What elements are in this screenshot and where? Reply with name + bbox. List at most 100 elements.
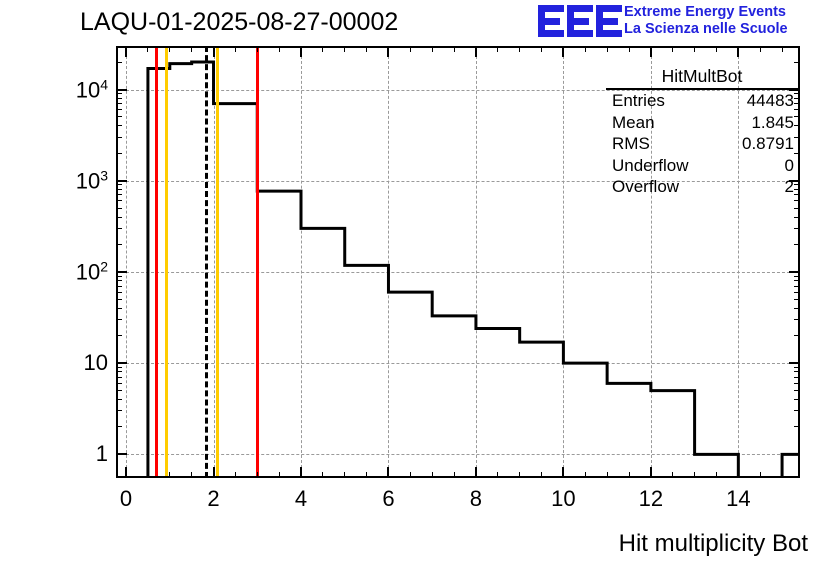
y-axis-tick-label: 103 — [75, 167, 108, 194]
y-axis-tick — [794, 410, 800, 412]
y-axis-tick — [116, 275, 122, 277]
x-axis-tick — [431, 46, 433, 52]
x-axis-tick — [562, 46, 565, 57]
x-axis-tick — [125, 467, 128, 478]
y-axis-tick — [116, 426, 122, 428]
y-axis-tick — [116, 152, 122, 154]
y-axis-tick — [794, 216, 800, 218]
x-axis-tick — [366, 46, 368, 52]
stats-row: Mean 1.845 — [606, 112, 798, 134]
gridline-vertical — [213, 46, 215, 478]
y-axis-tick — [116, 376, 122, 378]
x-axis-tick — [322, 472, 324, 478]
x-axis-tick — [541, 472, 543, 478]
x-axis-tick — [299, 467, 302, 478]
x-axis-tick — [322, 46, 324, 52]
stats-row-value: 44483 — [746, 91, 794, 110]
x-axis-tick — [584, 472, 586, 478]
x-axis-tick — [409, 472, 411, 478]
marker-line-gold-low — [164, 46, 168, 478]
gridline-horizontal — [116, 271, 800, 273]
stats-rows: Entries 44483 Mean 1.845 RMS 0.8791 Underflow 0… — [606, 90, 798, 198]
x-axis-tick — [212, 467, 215, 478]
x-axis-tick-label: 8 — [469, 486, 483, 511]
x-axis-tick — [453, 46, 455, 52]
x-axis-tick — [344, 46, 346, 52]
y-axis-tick — [116, 179, 127, 182]
y-axis-tick — [116, 216, 122, 218]
y-axis-tick — [116, 207, 122, 209]
x-axis-tick — [191, 46, 193, 52]
y-axis-tick — [116, 97, 122, 99]
x-axis-tick — [694, 46, 696, 52]
x-axis-tick — [694, 472, 696, 478]
stats-row: RMS 0.8791 — [606, 133, 798, 155]
logo-text-line2: La Scienza nelle Scuole — [624, 21, 788, 37]
x-axis-tick — [234, 472, 236, 478]
stats-row-key: RMS — [612, 134, 650, 153]
y-axis-tick — [794, 307, 800, 309]
x-axis-tick — [628, 472, 630, 478]
stats-row: Underflow 0 — [606, 155, 798, 177]
y-axis-tick — [116, 88, 127, 91]
x-axis-tick — [147, 472, 149, 478]
y-axis-tick — [794, 366, 800, 368]
stats-row-key: Entries — [612, 91, 665, 110]
y-axis-tick — [794, 116, 800, 118]
y-axis-tick — [116, 390, 122, 392]
x-axis-tick-label: 0 — [119, 486, 133, 511]
gridline-horizontal — [116, 89, 800, 91]
y-axis-tick — [794, 335, 800, 337]
y-axis-tick — [116, 103, 122, 105]
gridline-vertical — [388, 46, 390, 478]
gridline-vertical — [563, 46, 565, 478]
gridline-vertical — [300, 46, 302, 478]
x-axis-tick — [715, 46, 717, 52]
plot-frame — [116, 46, 800, 478]
stats-row: Overflow 2 — [606, 176, 798, 198]
x-axis-tick — [278, 472, 280, 478]
x-axis-tick-label: 4 — [294, 486, 308, 511]
y-axis-tick — [794, 291, 800, 293]
y-axis-tick — [794, 426, 800, 428]
x-axis-tick — [125, 46, 128, 57]
y-axis-tick — [116, 189, 122, 191]
gridline-horizontal — [116, 180, 800, 182]
marker-line-red-low — [155, 46, 159, 478]
axis-ticks-layer — [116, 46, 800, 478]
page-title: LAQU-01-2025-08-27-00002 — [80, 8, 399, 36]
y-axis-tick — [794, 227, 800, 229]
histogram-steps — [146, 60, 800, 478]
y-axis-tick — [116, 291, 122, 293]
y-axis-tick — [794, 136, 800, 138]
y-axis-tick-label: 10 — [83, 350, 108, 376]
y-axis-tick — [794, 184, 800, 186]
y-axis-tick — [794, 61, 800, 63]
x-axis-tick — [497, 472, 499, 478]
x-axis-tick-label: 12 — [638, 486, 664, 511]
y-axis-tick — [116, 184, 122, 186]
logo-text-line1: Extreme Energy Events — [624, 4, 786, 20]
x-axis-tick — [519, 46, 521, 52]
x-axis-tick — [584, 46, 586, 52]
y-axis-tick — [116, 382, 122, 384]
y-axis-tick — [794, 285, 800, 287]
y-axis-tick — [794, 376, 800, 378]
y-axis-tick — [794, 382, 800, 384]
y-axis-tick — [116, 319, 122, 321]
gridline-vertical — [475, 46, 477, 478]
y-axis-tick — [794, 97, 800, 99]
x-axis-tick — [234, 46, 236, 52]
x-axis-tick — [409, 46, 411, 52]
y-axis-tick — [116, 398, 122, 400]
y-axis-tick — [116, 453, 127, 456]
y-axis-tick — [116, 194, 122, 196]
y-axis-tick — [116, 61, 122, 63]
gridline-vertical — [738, 46, 740, 478]
x-axis-tick — [169, 472, 171, 478]
stats-row-value: 0.8791 — [742, 134, 794, 153]
y-axis-tick — [789, 453, 800, 456]
y-axis-tick — [116, 136, 122, 138]
